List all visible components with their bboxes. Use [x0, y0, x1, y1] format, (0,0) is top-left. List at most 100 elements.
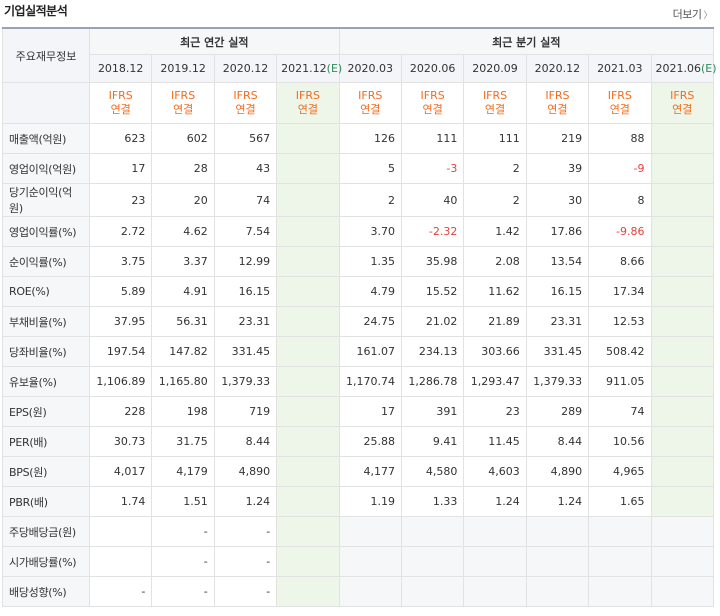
value-cell: 1,379.33 [213, 366, 278, 397]
period-header: 2021.03 [588, 54, 652, 83]
value-cell: 1,286.78 [400, 366, 465, 397]
value-cell: 21.02 [400, 306, 465, 337]
value-cell: 1,293.47 [463, 366, 527, 397]
value-cell: - [213, 516, 278, 547]
basis-standard: IFRS [545, 89, 570, 102]
value-cell: 23 [88, 183, 153, 217]
value-cell [525, 546, 590, 577]
value-cell: 3.75 [88, 246, 153, 277]
table-row: EPS(원) 228 198 719 17 391 23 289 74 [2, 396, 715, 427]
basis-cell: IFRS 연결 [276, 82, 340, 124]
value-cell: 4,890 [525, 456, 590, 487]
value-cell: 21.89 [463, 306, 527, 337]
value-cell: 4.91 [151, 276, 215, 307]
value-cell: 1.74 [88, 486, 153, 517]
value-cell: 8.44 [213, 426, 278, 457]
basis-standard: IFRS [482, 89, 508, 102]
row-label: 시가배당률(%) [2, 546, 90, 577]
value-cell: 4.79 [338, 276, 402, 307]
value-cell: 17 [338, 396, 402, 427]
value-cell: -3 [400, 153, 465, 184]
value-cell: 12.99 [213, 246, 278, 277]
basis-cell: IFRS 연결 [588, 82, 652, 124]
value-cell [463, 576, 527, 607]
period-header: 2020.12 [213, 54, 278, 83]
value-cell [650, 306, 715, 337]
period-header: 2020.03 [338, 54, 402, 83]
value-cell [276, 153, 340, 184]
value-cell: 30.73 [88, 426, 153, 457]
value-cell: 56.31 [151, 306, 215, 337]
basis-scope: 연결 [422, 103, 443, 116]
value-cell [88, 516, 153, 547]
value-cell: 219 [525, 123, 590, 154]
basis-cell: IFRS 연결 [400, 82, 465, 124]
value-cell [276, 516, 340, 547]
value-cell [400, 576, 465, 607]
value-cell [650, 426, 715, 457]
value-cell [276, 336, 340, 367]
value-cell: 126 [338, 123, 402, 154]
basis-scope: 연결 [609, 103, 630, 116]
value-cell [650, 123, 715, 154]
more-link[interactable]: 더보기 〉 [672, 6, 713, 22]
period-date: 2020.09 [472, 62, 518, 75]
period-date: 2021.03 [597, 62, 643, 75]
value-cell: 911.05 [588, 366, 652, 397]
value-cell: 198 [151, 396, 215, 427]
value-cell: 9.41 [400, 426, 465, 457]
value-cell [88, 546, 153, 577]
value-cell: 1.24 [463, 486, 527, 517]
basis-standard: IFRS [295, 89, 320, 102]
basis-scope: 연결 [235, 103, 256, 116]
value-cell: 602 [151, 123, 215, 154]
value-cell: 234.13 [400, 336, 465, 367]
value-cell: 1.51 [151, 486, 215, 517]
row-label: EPS(원) [2, 396, 90, 427]
annual-group-header: 최근 연간 실적 [89, 27, 340, 55]
table-row: 당좌비율(%) 197.54 147.82 331.45 161.07 234.13 303… [2, 336, 715, 367]
value-cell: - [151, 516, 215, 547]
value-cell: 16.15 [213, 276, 278, 307]
period-header: 2021.12(E) [276, 54, 342, 83]
value-cell: 35.98 [400, 246, 465, 277]
financial-table: 주요재무정보 최근 연간 실적 최근 분기 실적 2018.12 2019.12 2… [2, 27, 717, 607]
value-cell: 16.15 [525, 276, 590, 307]
estimate-marker: (E) [326, 62, 343, 75]
value-cell: 4,179 [151, 456, 215, 487]
value-cell: 331.45 [213, 336, 278, 367]
value-cell [525, 576, 590, 607]
basis-standard: IFRS [670, 89, 695, 102]
more-label: 더보기 [672, 8, 702, 21]
row-label: 당기순이익(억원) [2, 183, 90, 217]
table-row: 영업이익(억원) 17 28 43 5 -3 2 39 -9 [2, 153, 715, 184]
value-cell [525, 516, 590, 547]
row-label: ROE(%) [2, 276, 90, 307]
value-cell: 623 [88, 123, 153, 154]
row-label: PER(배) [2, 426, 90, 457]
value-cell [276, 426, 340, 457]
basis-cell: IFRS 연결 [525, 82, 590, 124]
basis-standard: IFRS [358, 89, 383, 102]
value-cell [338, 576, 402, 607]
value-cell: 17 [88, 153, 153, 184]
value-cell: 11.62 [463, 276, 527, 307]
value-cell [400, 546, 465, 577]
value-cell: 197.54 [88, 336, 153, 367]
value-cell: 1.42 [463, 216, 527, 247]
value-cell: 28 [151, 153, 215, 184]
period-date: 2020.12 [222, 62, 269, 75]
value-cell: 289 [525, 396, 590, 427]
value-cell: 5 [338, 153, 402, 184]
value-cell [276, 306, 340, 337]
row-label: 영업이익(억원) [2, 153, 90, 184]
value-cell [276, 366, 340, 397]
row-label: 순이익률(%) [2, 246, 90, 277]
value-cell [276, 183, 340, 217]
value-cell: 31.75 [151, 426, 215, 457]
value-cell [276, 123, 340, 154]
value-cell: 2.72 [88, 216, 153, 247]
value-cell: 10.56 [588, 426, 652, 457]
basis-scope: 연결 [360, 103, 381, 116]
row-label: 영업이익률(%) [2, 216, 90, 247]
